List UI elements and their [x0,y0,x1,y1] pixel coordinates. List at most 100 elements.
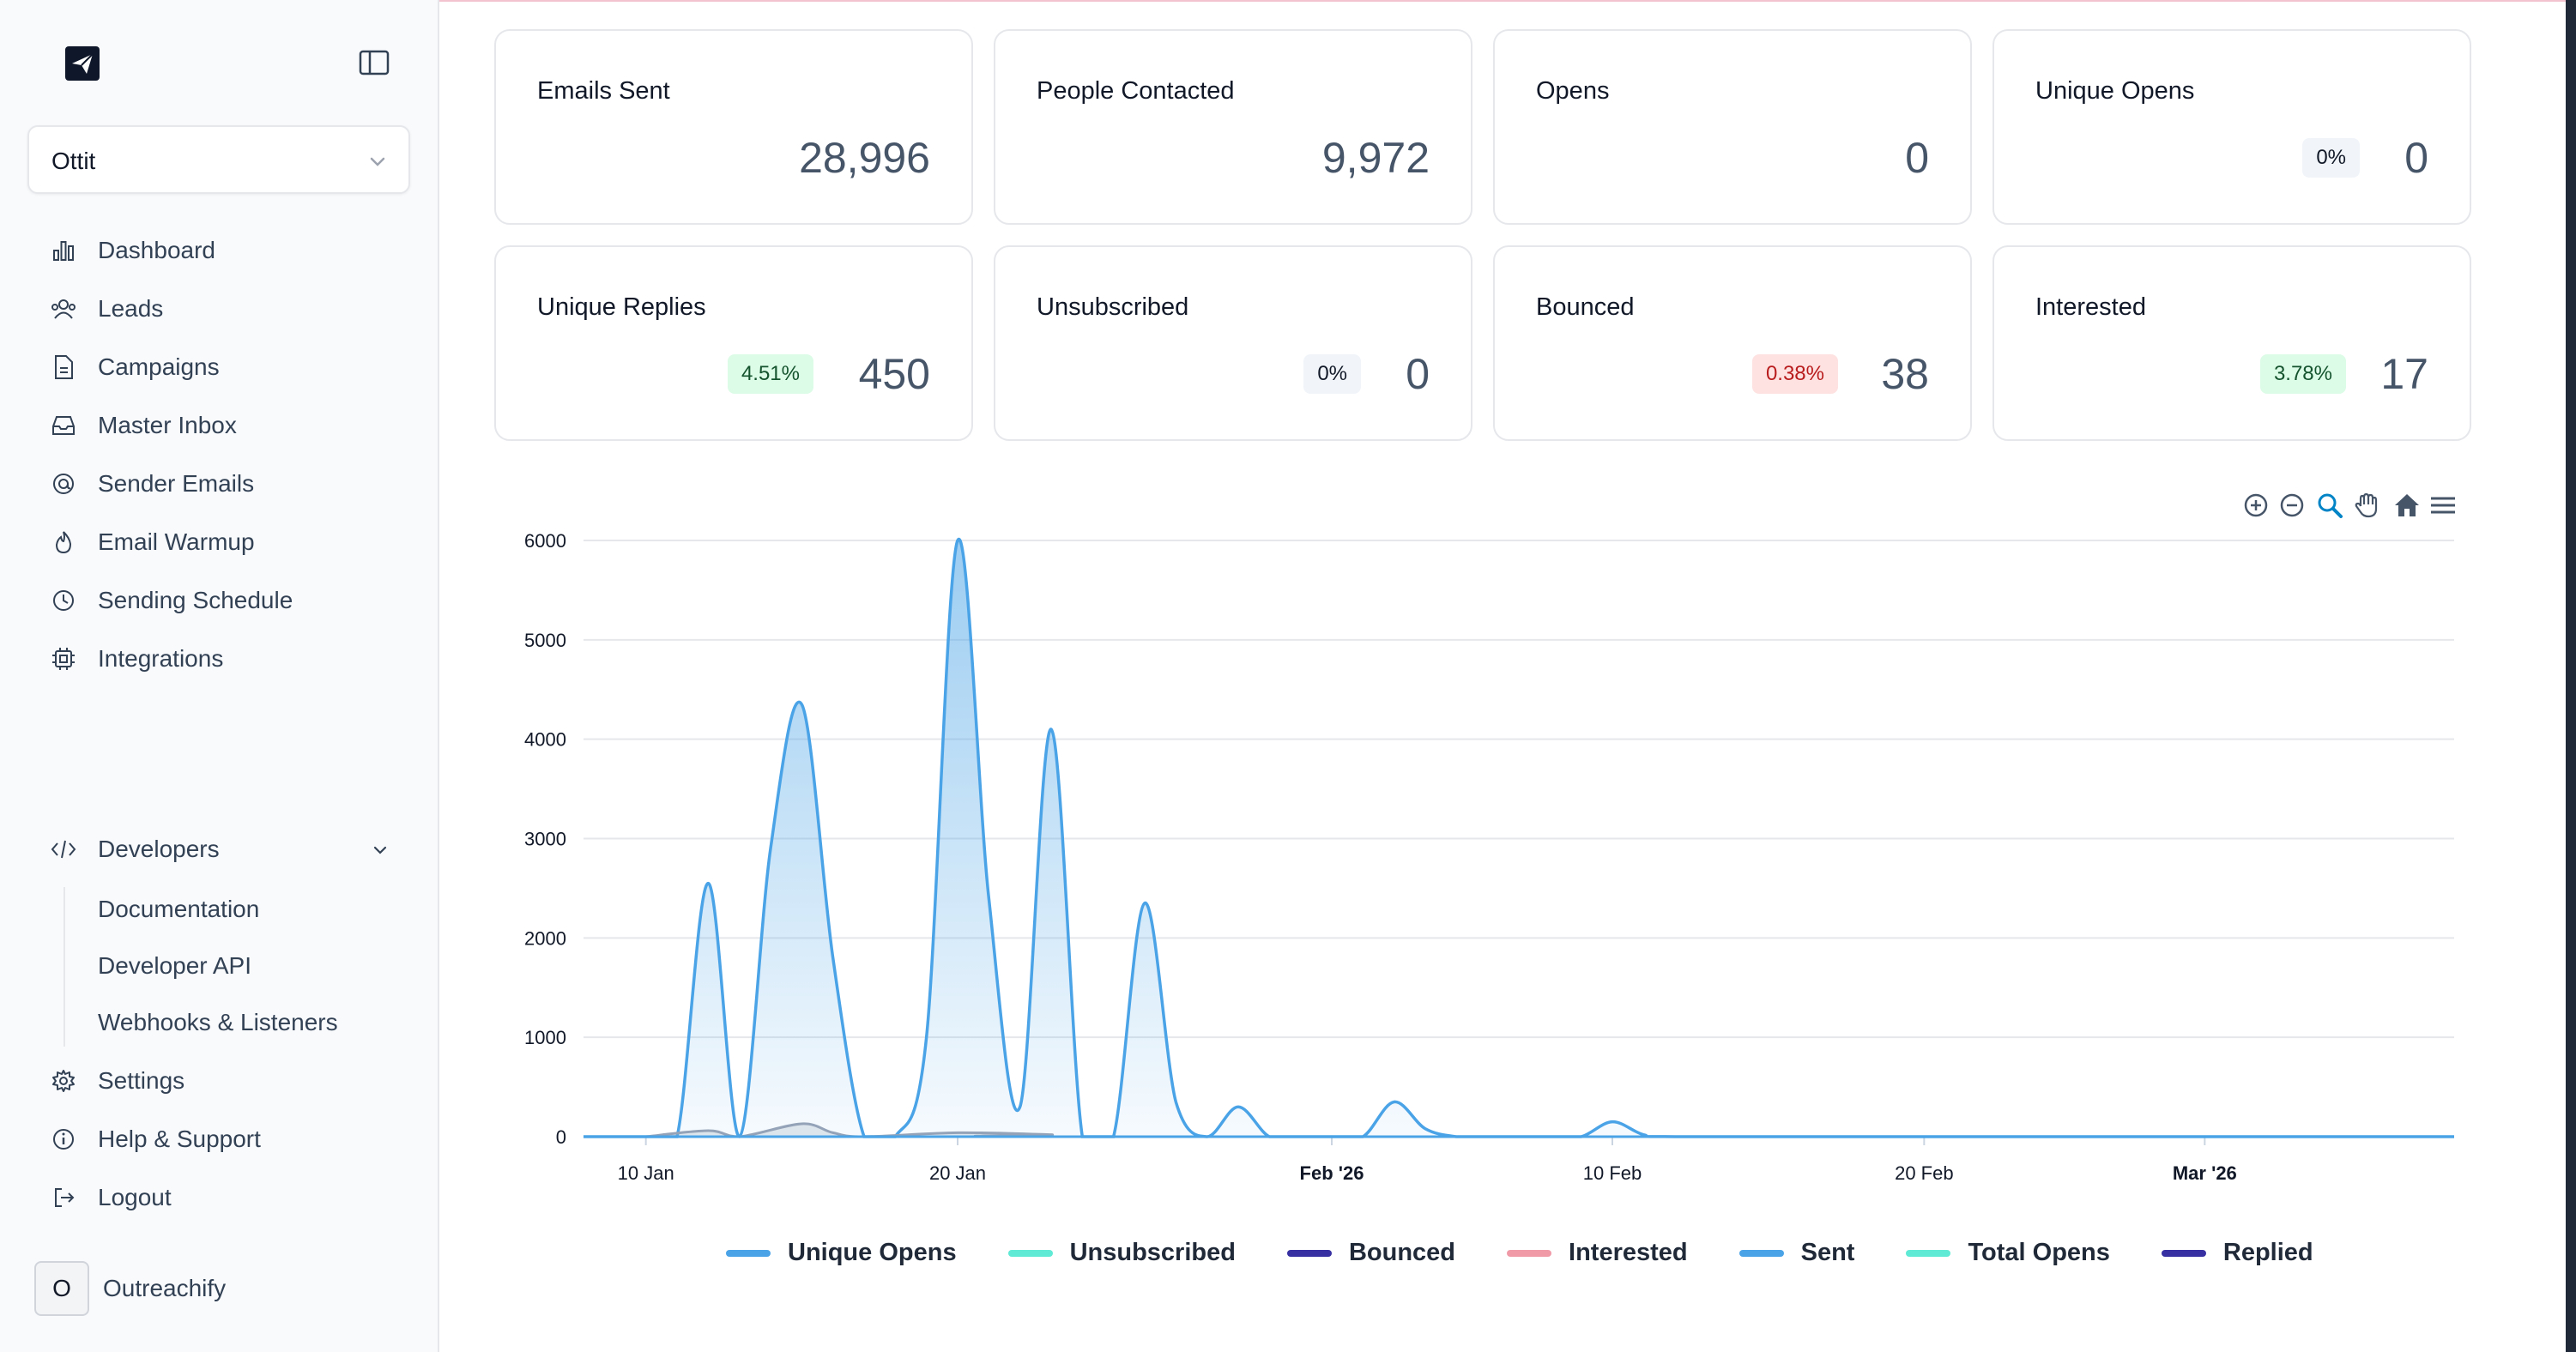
stat-value: 450 [858,350,930,398]
y-tick-label: 4000 [524,729,566,751]
clock-icon [50,587,77,614]
chart-grid [584,540,2454,1138]
gear-icon [50,1067,77,1095]
at-sign-icon [50,470,77,498]
app-logo[interactable] [65,46,100,81]
nav-label: Leads [98,295,164,322]
chip-icon [50,645,77,673]
nav-developer-api[interactable]: Developer API [98,952,251,979]
users-icon [50,295,77,323]
nav-documentation[interactable]: Documentation [98,896,260,922]
chevron-down-icon[interactable] [371,841,390,860]
y-tick-label: 2000 [524,927,566,949]
legend-item-unique-opens[interactable]: Unique Opens [726,1239,957,1267]
nav-label: Help & Support [98,1126,261,1152]
stat-title: Unique Opens [2035,77,2195,105]
zoom-out-icon[interactable] [2277,491,2307,520]
y-tick-label: 5000 [524,630,566,651]
stat-card-opens: Opens 0 [1493,29,1972,225]
x-tick-label: 10 Feb [1583,1162,1642,1184]
chevron-down-icon [370,157,385,166]
percent-badge: 4.51% [727,354,813,394]
stat-value: 38 [1881,350,1929,398]
x-tick-label: Mar '26 [2173,1162,2237,1184]
sidebar: Ottit Dashboard Leads Campaigns [0,0,439,1352]
nav-label: Campaigns [98,353,220,380]
nav-integrations[interactable]: Integrations [50,638,410,679]
legend-swatch [1906,1249,1951,1257]
nav-label: Integrations [98,645,224,672]
legend-label: Bounced [1348,1239,1456,1266]
nav-settings[interactable]: Settings [50,1060,410,1102]
zoom-in-icon[interactable] [2241,491,2271,520]
stat-value: 28,996 [799,134,930,182]
info-icon [50,1126,77,1153]
user-profile[interactable]: O Outreachify [34,1261,226,1316]
legend-swatch [726,1249,771,1257]
legend-item-unsubscribed[interactable]: Unsubscribed [1007,1239,1236,1267]
nav-label: Dashboard [98,237,215,263]
stat-title: Opens [1536,77,1610,105]
nav-label: Sender Emails [98,470,255,497]
magnifier-icon[interactable] [2315,491,2344,520]
x-tick-label: 20 Jan [929,1162,986,1184]
stat-card-unsubscribed: Unsubscribed 0% 0 [994,245,1472,441]
legend-item-total-opens[interactable]: Total Opens [1906,1239,2110,1267]
legend-swatch [1286,1249,1332,1257]
legend-item-interested[interactable]: Interested [1507,1239,1688,1267]
nav-email-warmup[interactable]: Email Warmup [50,522,410,563]
profile-name: Outreachify [103,1275,227,1301]
x-axis-ticks: 10 Jan 20 Jan Feb '26 10 Feb 20 Feb Mar '26 [618,1137,2237,1184]
nav-leads[interactable]: Leads [50,288,410,329]
legend-swatch [1738,1249,1784,1257]
code-icon [50,836,77,863]
inbox-icon [50,412,77,439]
home-icon[interactable] [2392,491,2422,520]
document-icon [50,353,77,381]
stat-value: 9,972 [1321,134,1430,182]
nav-webhooks[interactable]: Webhooks & Listeners [98,1009,338,1035]
stat-value: 0 [2404,134,2428,182]
legend-label: Sent [1800,1239,1855,1266]
menu-icon[interactable] [2428,491,2458,520]
pan-hand-icon[interactable] [2353,491,2382,520]
y-axis-ticks: 0 1000 2000 3000 4000 5000 6000 [524,530,566,1148]
nav-label: Settings [98,1067,185,1094]
nav-dashboard[interactable]: Dashboard [50,230,410,271]
workspace-select[interactable]: Ottit [27,125,410,194]
legend-item-bounced[interactable]: Bounced [1286,1239,1456,1267]
stat-title: Interested [2035,293,2146,321]
nav-sender-emails[interactable]: Sender Emails [50,463,410,504]
legend-item-replied[interactable]: Replied [2161,1239,2313,1267]
nav-label: Logout [98,1184,172,1210]
stat-title: Emails Sent [537,77,670,105]
percent-badge: 0.38% [1751,354,1838,394]
x-tick-label: Feb '26 [1300,1162,1364,1184]
y-tick-label: 0 [556,1126,566,1148]
stat-title: People Contacted [1037,77,1235,105]
nav-help-support[interactable]: Help & Support [50,1119,410,1160]
legend-item-sent[interactable]: Sent [1738,1239,1855,1267]
bar-chart-icon [50,237,77,264]
stat-title: Unique Replies [537,293,706,321]
avatar: O [34,1261,89,1316]
legend-swatch [2161,1249,2206,1257]
sidebar-toggle-button[interactable] [359,50,390,75]
y-tick-label: 1000 [524,1027,566,1048]
nav-master-inbox[interactable]: Master Inbox [50,405,410,446]
y-tick-label: 3000 [524,829,566,850]
nav-campaigns[interactable]: Campaigns [50,347,410,388]
percent-badge: 3.78% [2259,354,2346,394]
legend-swatch [1507,1249,1552,1257]
stat-card-interested: Interested 3.78% 17 [1992,245,2471,441]
percent-badge: 0% [2302,138,2360,178]
nav-developers[interactable]: Developers [50,829,410,870]
nav-label: Sending Schedule [98,587,293,613]
chart-series [583,537,2454,1138]
nav-sending-schedule[interactable]: Sending Schedule [50,580,410,621]
stat-card-bounced: Bounced 0.38% 38 [1493,245,1972,441]
submenu-guide-line [63,887,65,1047]
x-tick-label: 20 Feb [1895,1162,1954,1184]
nav-logout[interactable]: Logout [50,1177,410,1218]
stat-title: Bounced [1536,293,1635,321]
